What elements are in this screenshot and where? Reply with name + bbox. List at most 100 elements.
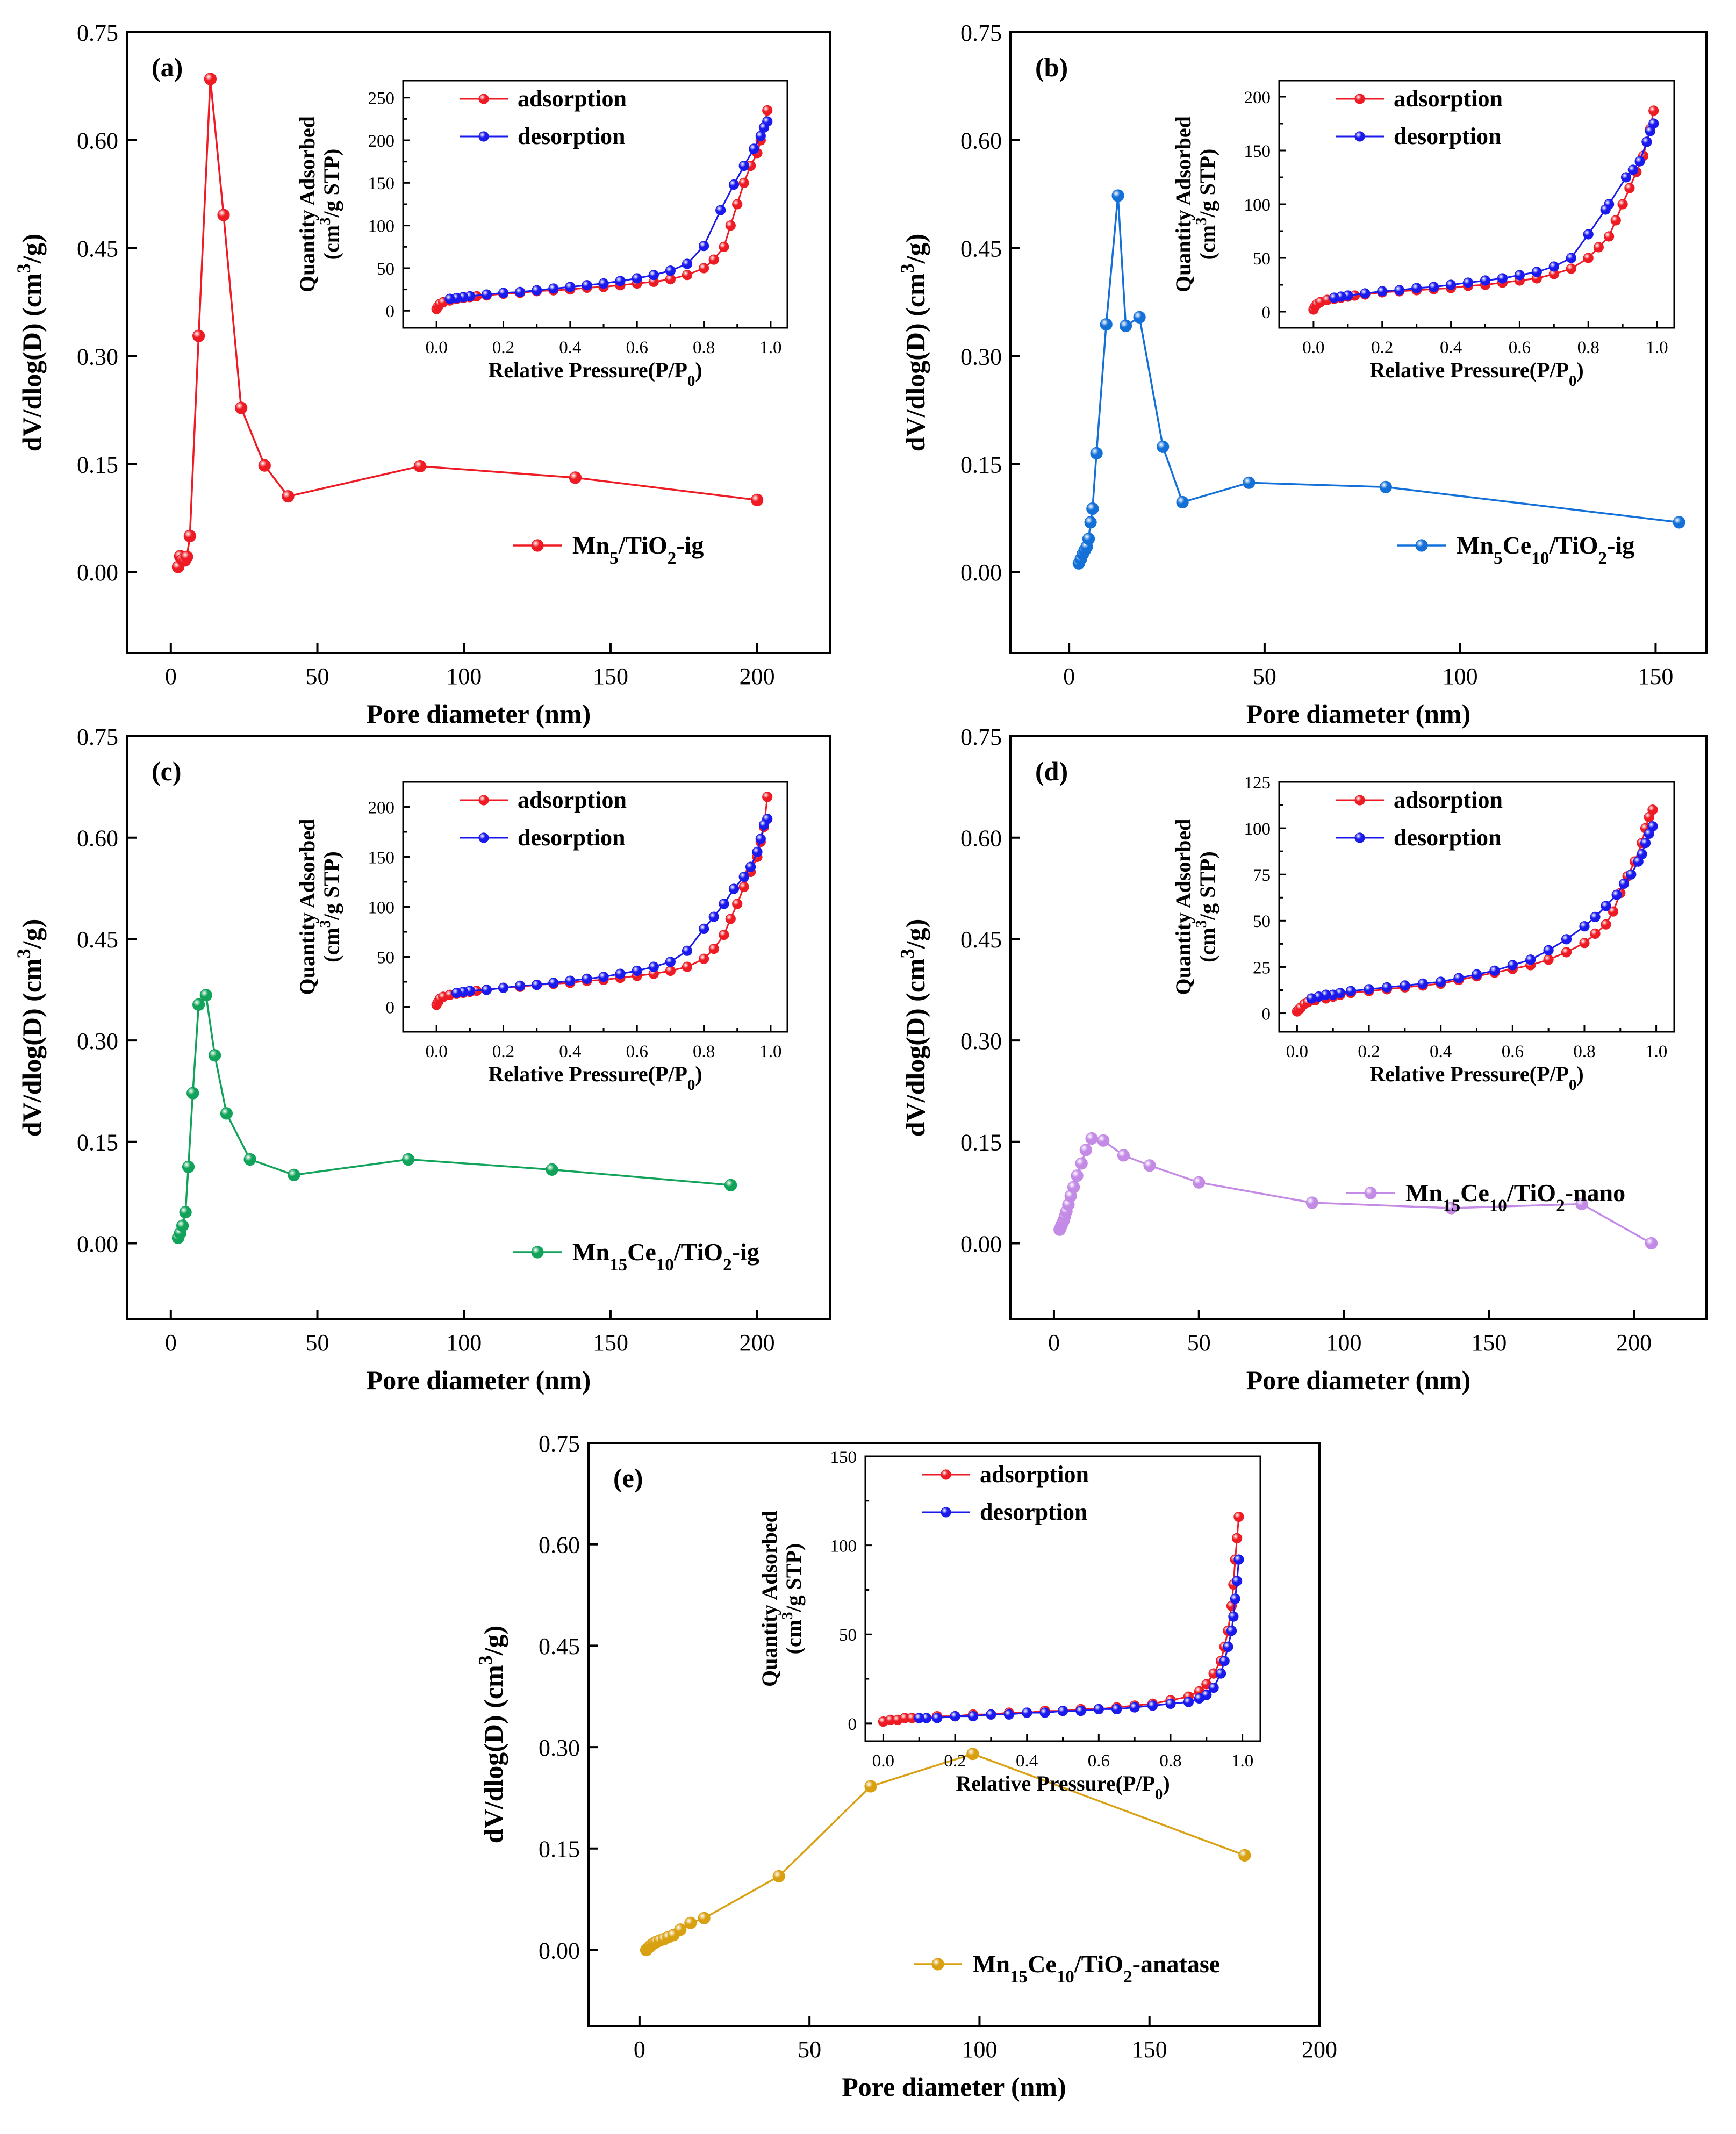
d-main-ytick-label: 0.15 [960, 1130, 1002, 1156]
panel-a-inset-desorption-point [498, 288, 509, 298]
c-main-xtick-label: 50 [306, 1330, 329, 1356]
e-main-xtick-label: 50 [798, 2036, 821, 2063]
panel-e-pore-dist-point [698, 1912, 711, 1924]
panel-e-pore-dist-point [1238, 1849, 1251, 1862]
c-main-xtick-label: 200 [740, 1330, 775, 1356]
panel-c-inset-desorption-point [565, 975, 576, 986]
b-main-ytick-label: 0.45 [960, 236, 1002, 262]
panel-b-pore-dist-point [1133, 311, 1146, 324]
panel-d-inset-adsorption-point [1590, 928, 1601, 939]
panel-d-pore-dist-point [1097, 1134, 1110, 1147]
b-main-ytick-label: 0.30 [960, 343, 1002, 370]
panel-d-inset-adsorption-point [1561, 947, 1572, 958]
panel-d-inset-desorption-point [1644, 828, 1654, 839]
panel-b-inset-desorption-point [1620, 172, 1632, 183]
e-inset-xtick-label: 0.0 [872, 1751, 894, 1771]
panel-d-inset-desorption-point [1640, 838, 1651, 849]
d-inset-ytick-label: 125 [1244, 773, 1271, 793]
panel-c-inset-desorption-point [514, 980, 526, 991]
panel-c: 0 50 100 150 2000.000.150.300.450.600.75Pore… [13, 724, 831, 1395]
b-main-xtick-label: 150 [1638, 663, 1673, 689]
panel-e-pore-dist-point [966, 1748, 979, 1761]
panel-c-inset-desorption-point [745, 861, 756, 872]
legend-marker [531, 539, 544, 552]
b-inset-ytick-label: 0 [1262, 303, 1271, 322]
panel-d-pore-dist-point [1085, 1132, 1098, 1145]
panel-c-inset-desorption-point [752, 846, 763, 857]
panel-e-inset-adsorption-line [883, 1517, 1240, 1723]
e-inset-ytick-label: 100 [830, 1537, 857, 1556]
panel-b-inset-desorption-point [1634, 156, 1645, 167]
a-main-xtick-label: 0 [165, 663, 177, 689]
a-inset-frame [402, 80, 788, 329]
panel-b-pore-dist-point [1082, 533, 1095, 545]
inset-legend-marker [941, 1469, 951, 1480]
e-inset-ytick-label: 50 [839, 1626, 857, 1645]
panel-a-inset-ylabel-2: (cm3/g STP) [317, 149, 343, 260]
panel-b-inset-desorption-point [1329, 292, 1339, 303]
panel-a-inset-desorption-point [444, 293, 455, 304]
e-main-ytick-label: 0.30 [539, 1735, 580, 1761]
panel-a-pore-dist-point [204, 73, 217, 85]
a-inset-xtick-label: 0.0 [426, 338, 448, 357]
panel-e-inset-desorption-point [931, 1713, 943, 1723]
panel-d-inset-legend: adsorption desorption [1336, 787, 1503, 851]
d-main-xtick-label: 0 [1048, 1330, 1060, 1356]
e-inset-xtick-label: 0.4 [1016, 1751, 1038, 1771]
e-inset-ytick-label: 150 [830, 1448, 857, 1467]
panel-d-pore-dist-point [1143, 1159, 1156, 1172]
panel-c-pore-dist-point [546, 1163, 558, 1176]
panel-c-inset-desorption-point [481, 985, 492, 995]
panel-a-inset-desorption-point [758, 122, 770, 133]
e-main-xtick-label: 200 [1302, 2036, 1337, 2063]
panel-a-inset-adsorption-point [708, 254, 719, 265]
c-main-xtick-label: 150 [593, 1330, 628, 1356]
inset-legend-desorption: desorption [1394, 824, 1501, 851]
panel-a-inset-adsorption-point [732, 199, 743, 210]
panel-e-inset-desorption-point [1230, 1593, 1240, 1604]
b-inset-ytick-label: 200 [1244, 88, 1271, 107]
panel-b-pore-dist-point [1100, 318, 1113, 331]
panel-b-pore-dist-point [1176, 495, 1189, 509]
d-main-ytick-label: 0.45 [960, 926, 1002, 953]
panel-d-inset-desorption-point [1633, 856, 1644, 867]
panel-b-inset-desorption-point [1600, 204, 1611, 215]
panel-d-inset-desorption-line [1311, 826, 1654, 1000]
panel-c-inset-desorption-point [728, 883, 740, 894]
panel-a-inset-desorption-point [514, 286, 526, 298]
panel-c-pore-dist-point [288, 1168, 300, 1181]
b-main-ytick-label: 0.75 [960, 20, 1002, 46]
panel-b-inset-xlabel: Relative Pressure(P/P0) [1369, 358, 1583, 390]
panel-e-inset-desorption-point [1183, 1697, 1194, 1707]
d-main-xtick-label: 50 [1187, 1330, 1211, 1356]
panel-a-inset-desorption-point [632, 273, 642, 284]
panel-d-inset-adsorption-point [1601, 919, 1611, 930]
a-inset-ytick-label: 50 [377, 260, 394, 279]
panel-d-pore-dist-point [1079, 1144, 1092, 1156]
panel-c-inset-adsorption-point [708, 943, 719, 954]
panel-e-inset-desorption-point [1039, 1707, 1050, 1718]
panel-c-inset-ylabel-1: Quantity Adsorbed [295, 819, 319, 995]
panel-a-legend: Mn5/TiO2-ig [513, 531, 704, 568]
panel-b-inset-desorption-point [1645, 126, 1655, 136]
panel-c-inset-desorption-point [451, 987, 462, 998]
panel-d-inset-ylabel-1: Quantity Adsorbed [1171, 819, 1195, 995]
d-main-xtick-label: 150 [1471, 1330, 1507, 1356]
panel-b-inset-desorption-point [1480, 275, 1491, 286]
panel-b-letter: (b) [1035, 52, 1068, 82]
panel-c-inset-adsorption-point [698, 953, 709, 964]
panel-d-inset-adsorption-point [1543, 954, 1554, 965]
b-inset-frame [1278, 80, 1675, 329]
panel-a-inset-adsorption-point [738, 177, 749, 188]
legend-marker [1364, 1187, 1377, 1199]
b-inset-xtick-label: 0.4 [1440, 338, 1462, 357]
e-main-ytick-label: 0.60 [539, 1532, 580, 1558]
panel-c-inset-adsorption-point [732, 899, 743, 909]
panel-a-pore-dist-point [569, 471, 582, 484]
panel-c-pore-dist-point [199, 989, 212, 1002]
panel-e-inset-desorption-point [1223, 1641, 1233, 1652]
panel-e-inset-desorption-point [1147, 1700, 1158, 1711]
b-main-xtick-label: 0 [1063, 663, 1075, 689]
panel-c-inset-ylabel-2: (cm3/g STP) [317, 851, 343, 962]
